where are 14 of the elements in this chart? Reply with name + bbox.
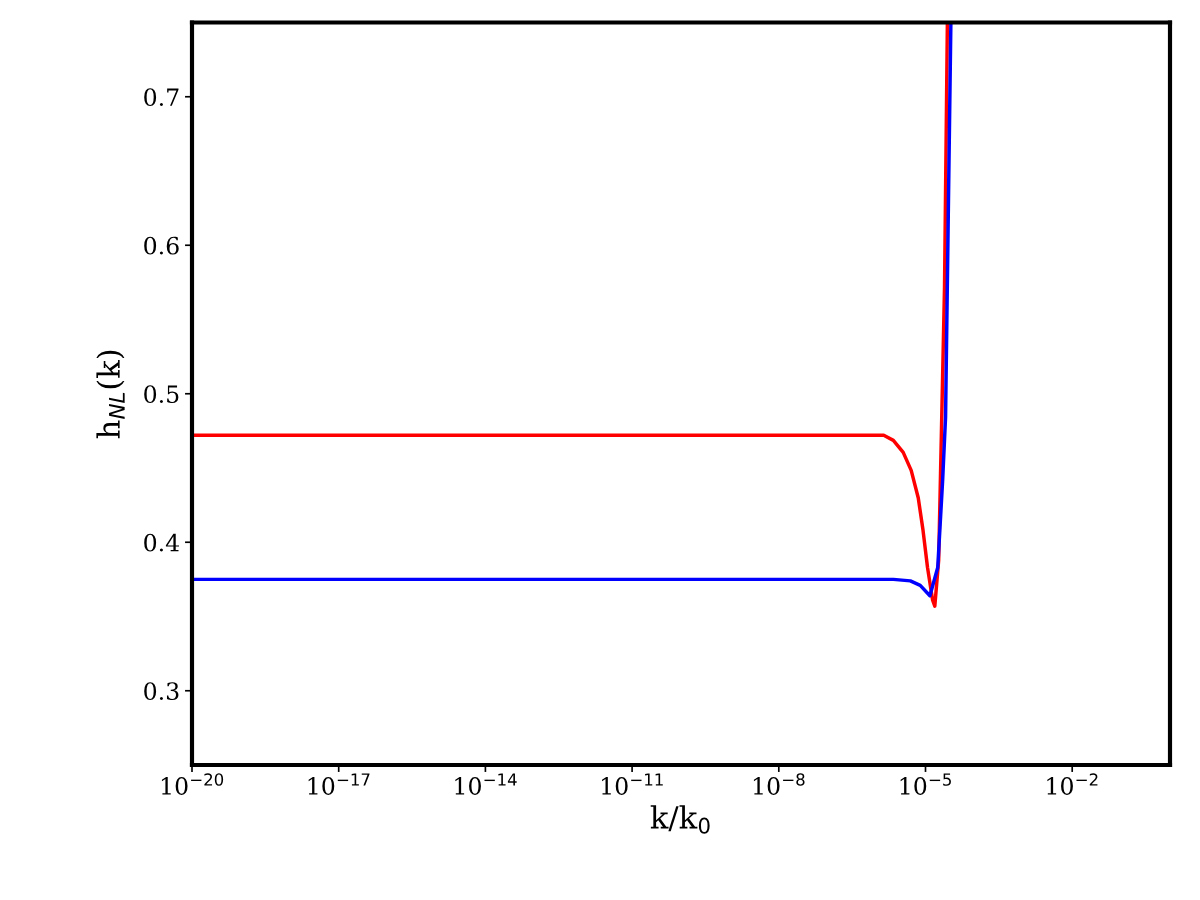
y-tick-label: 0.5 — [144, 385, 179, 404]
y-tick-label: 0.3 — [144, 682, 179, 701]
x-tick-label: 10$^{−11}$ — [602, 773, 663, 795]
y-tick-label: 0.7 — [144, 88, 179, 107]
x-tick-label: 10$^{−2}$ — [1047, 773, 1098, 795]
x-tick-label: 10$^{−20}$ — [161, 773, 224, 795]
y-tick-label: 0.4 — [144, 533, 180, 552]
y-tick-label: 0.6 — [144, 236, 179, 255]
x-axis-title: k/k$_{0}$ — [650, 805, 710, 834]
x-tick-label: 10$^{−5}$ — [900, 773, 951, 795]
x-tick-label: 10$^{−8}$ — [753, 773, 805, 795]
x-tick-label: 10$^{−17}$ — [308, 773, 370, 795]
x-tick-label: 10$^{−14}$ — [455, 773, 517, 795]
y-axis-title: h$_{NL}$(k) — [96, 350, 125, 439]
